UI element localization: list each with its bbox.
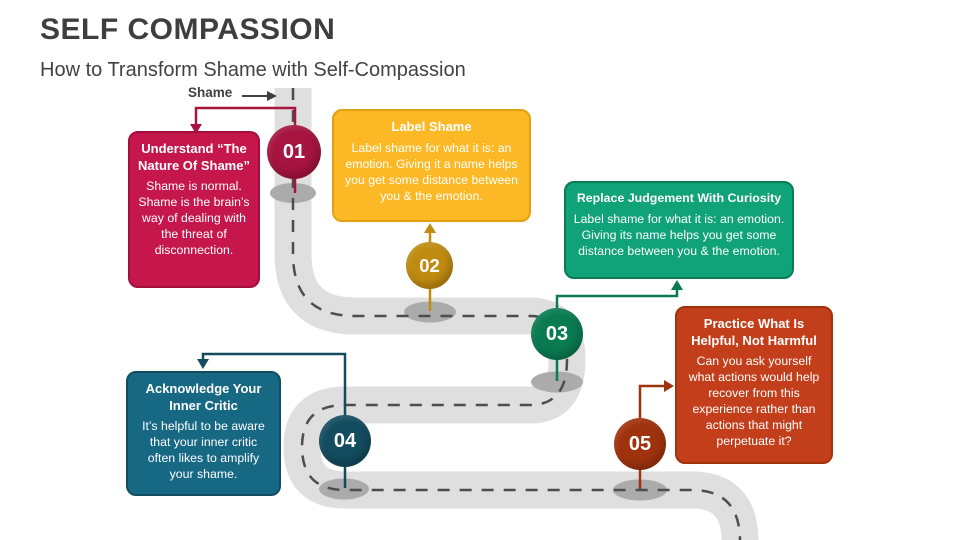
step-4-body: It’s helpful to be aware that your inner… <box>142 419 265 482</box>
step-2-body: Label shame for what it is: an emotion. … <box>345 140 518 203</box>
arrowhead-step-3 <box>671 280 683 290</box>
road-center-dashes <box>291 88 742 540</box>
step-2-title: Label Shame <box>391 119 472 134</box>
stop-circle-5: 05 <box>614 418 666 470</box>
stop-marker-1 <box>270 183 316 203</box>
stop-number-4: 04 <box>333 429 357 452</box>
arrowhead-step-4 <box>197 359 209 369</box>
step-card-5: Practice What Is Helpful, Not Harmful Ca… <box>675 306 833 464</box>
step-1-title: Understand “The Nature Of Shame” <box>138 141 250 173</box>
arrowhead-step-1 <box>190 124 202 134</box>
page-subtitle: How to Transform Shame with Self-Compass… <box>40 59 466 81</box>
step-1-body: Shame is normal. Shame is the brain’s wa… <box>138 179 250 258</box>
stop-circle-4: 04 <box>319 415 371 467</box>
page-title: SELF COMPASSION <box>40 13 336 46</box>
stop-marker-4 <box>319 478 369 500</box>
step-card-4: Acknowledge Your Inner Critic It’s helpf… <box>126 371 281 496</box>
step-card-1: Understand “The Nature Of Shame” Shame i… <box>128 131 260 288</box>
step-3-title: Replace Judgement With Curiosity <box>576 191 782 205</box>
stop-circle-1: 01 <box>267 125 321 179</box>
shame-start-label: Shame <box>188 85 233 100</box>
stop-number-2: 02 <box>419 254 440 276</box>
step-card-2: Label Shame Label shame for what it is: … <box>332 109 531 222</box>
shame-arrowhead <box>267 91 277 101</box>
step-3-body: Label shame for what it is: an emotion. … <box>573 211 785 258</box>
arrowhead-step-5 <box>664 380 674 392</box>
step-4-title: Acknowledge Your Inner Critic <box>145 381 262 413</box>
stop-circle-2: 02 <box>406 242 453 289</box>
step-5-body: Can you ask yourself what actions would … <box>688 354 820 449</box>
stop-marker-3 <box>531 371 583 393</box>
stop-circle-3: 03 <box>531 308 583 360</box>
stop-number-5: 05 <box>628 432 652 455</box>
step-5-title: Practice What Is Helpful, Not Harmful <box>691 316 817 348</box>
step-card-3: Replace Judgement With Curiosity Label s… <box>564 181 794 279</box>
stop-number-3: 03 <box>545 322 569 345</box>
arrowhead-step-2 <box>424 223 436 233</box>
stop-number-1: 01 <box>282 140 306 163</box>
